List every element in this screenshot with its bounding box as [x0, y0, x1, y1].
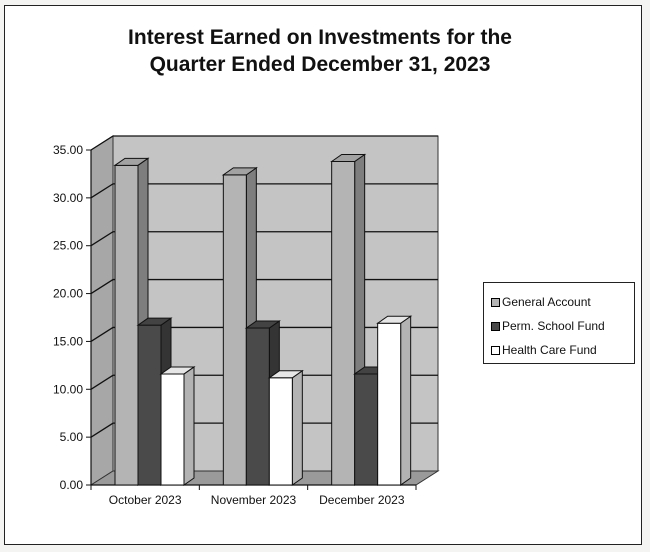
y-tick-label: 10.00 — [53, 382, 83, 396]
y-tick-label: 35.00 — [53, 143, 83, 157]
legend-item-perm-school-fund: Perm. School Fund — [484, 314, 634, 338]
y-tick-label: 20.00 — [53, 287, 83, 301]
bar — [222, 174, 247, 486]
x-tick-label: November 2023 — [211, 493, 297, 507]
side-wall — [90, 135, 114, 486]
legend-item-health-care-fund: Health Care Fund — [484, 338, 634, 362]
legend-label: Health Care Fund — [502, 343, 597, 357]
chart-title-line-2: Quarter Ended December 31, 2023 — [149, 53, 491, 76]
y-axis-tick-labels: 0.00 5.00 10.00 15.00 20.00 25.00 30.00 35.00 — [53, 143, 83, 492]
y-tick-label: 15.00 — [53, 334, 83, 348]
bar-top — [244, 320, 281, 329]
bar — [377, 322, 402, 486]
bars — [113, 153, 413, 486]
legend-label: General Account — [502, 295, 591, 309]
bar — [331, 160, 356, 486]
gridline — [90, 135, 438, 151]
x-tick-label: December 2023 — [319, 493, 405, 507]
bar-side — [291, 369, 303, 486]
gridline — [90, 231, 438, 247]
legend-label: Perm. School Fund — [502, 319, 605, 333]
y-tick-label: 0.00 — [60, 478, 84, 492]
bar-top — [136, 317, 173, 326]
x-axis-tick-labels: October 2023 November 2023 December 2023 — [109, 493, 405, 507]
y-tick-label: 25.00 — [53, 239, 83, 253]
bar-top — [159, 366, 196, 375]
bar-top — [113, 157, 150, 166]
bar-side — [183, 366, 195, 486]
bar — [268, 377, 293, 486]
gridline — [90, 183, 438, 199]
gridline — [90, 326, 438, 342]
x-tick-label: October 2023 — [109, 493, 182, 507]
bar — [160, 373, 185, 486]
bar — [245, 327, 270, 486]
gridline — [90, 374, 438, 390]
bar-top — [267, 370, 304, 379]
chart-title: Interest Earned on Investments for the Q… — [0, 24, 640, 78]
bar — [354, 373, 379, 486]
bar-top — [330, 153, 367, 162]
y-tick-label: 5.00 — [60, 430, 84, 444]
bar-top — [376, 315, 413, 324]
bar-side — [400, 315, 412, 486]
bar — [114, 164, 139, 486]
gridline — [90, 278, 438, 295]
gridlines — [90, 135, 438, 438]
legend-swatch — [491, 297, 500, 307]
legend: General Account Perm. School Fund Health… — [483, 282, 635, 364]
bar — [137, 324, 162, 486]
legend-swatch — [491, 321, 500, 331]
bar-top — [221, 167, 258, 176]
gridline — [90, 422, 438, 438]
legend-item-general-account: General Account — [484, 290, 634, 314]
legend-swatch — [491, 345, 500, 355]
y-tick-label: 30.00 — [53, 191, 83, 205]
chart-title-line-1: Interest Earned on Investments for the — [128, 26, 512, 49]
